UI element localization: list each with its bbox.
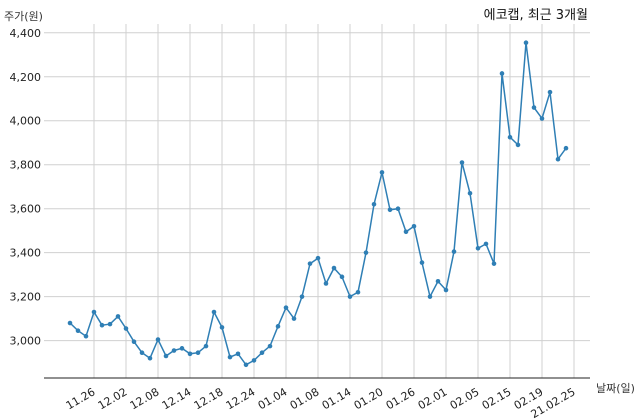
data-point	[203, 343, 209, 349]
data-point	[555, 156, 561, 162]
data-point	[83, 333, 89, 339]
data-point	[75, 328, 81, 334]
x-tick-label: 01.04	[256, 385, 290, 412]
data-point	[131, 339, 137, 345]
data-point	[459, 160, 465, 165]
data-point	[531, 105, 537, 110]
y-tick-label: 3,400	[10, 247, 42, 260]
chart-title: 에코캡, 최근 3개월	[484, 8, 588, 23]
x-axis-title: 날짜(일)	[596, 381, 635, 395]
data-point	[259, 350, 265, 356]
data-point	[499, 71, 505, 76]
data-point	[403, 229, 409, 235]
data-point	[339, 274, 345, 280]
data-point	[371, 201, 377, 207]
data-point	[475, 245, 481, 251]
data-point	[307, 261, 313, 266]
data-point	[275, 324, 281, 329]
y-tick-label: 3,000	[10, 335, 42, 348]
data-point	[179, 346, 185, 351]
data-point	[347, 294, 353, 299]
data-point	[387, 207, 393, 213]
x-tick-label: 02.15	[480, 385, 514, 412]
data-point	[379, 170, 385, 175]
data-point	[363, 250, 369, 255]
y-tick-label: 3,800	[10, 159, 42, 172]
data-point	[467, 191, 473, 196]
data-point	[331, 265, 337, 271]
data-point	[427, 294, 433, 299]
data-point	[419, 260, 425, 265]
data-point	[219, 325, 225, 330]
x-tick-label: 12.02	[96, 385, 130, 412]
y-tick-label: 4,400	[10, 27, 42, 40]
data-point	[227, 354, 233, 360]
data-point	[123, 326, 129, 331]
data-point	[187, 351, 193, 357]
data-points	[67, 40, 569, 368]
y-tick-label: 4,200	[10, 71, 42, 84]
data-point	[267, 343, 273, 349]
data-point	[243, 362, 249, 368]
y-axis-title: 주가(원)	[4, 10, 43, 23]
data-point	[299, 294, 305, 299]
data-point	[99, 322, 105, 328]
data-point	[451, 249, 457, 254]
data-point	[163, 353, 169, 359]
data-point	[211, 309, 217, 315]
data-point	[523, 40, 529, 45]
data-point	[435, 278, 441, 284]
data-point	[491, 261, 497, 266]
data-point	[67, 320, 73, 326]
data-point	[515, 142, 521, 148]
y-tick-label: 3,200	[10, 291, 42, 304]
data-point	[355, 289, 361, 295]
x-axis: 11.2612.0212.0812.1412.1812.2401.0401.08…	[44, 377, 590, 419]
data-point	[315, 255, 321, 261]
data-point	[539, 116, 545, 121]
data-point	[195, 350, 201, 356]
data-point	[323, 281, 329, 286]
data-point	[251, 358, 257, 363]
grid	[44, 24, 590, 378]
data-point	[139, 350, 145, 356]
y-tick-label: 3,600	[10, 203, 42, 216]
data-point	[283, 305, 289, 310]
x-tick-label: 12.08	[128, 385, 162, 412]
data-point	[291, 316, 297, 321]
data-point	[563, 145, 569, 151]
data-point	[91, 309, 97, 315]
data-point	[235, 351, 241, 357]
data-point	[547, 89, 553, 95]
x-tick-label: 11.26	[64, 385, 98, 412]
x-tick-label: 02.05	[448, 385, 482, 412]
x-tick-label: 01.20	[352, 385, 386, 412]
data-point	[107, 321, 113, 327]
data-point	[443, 287, 449, 293]
x-tick-label: 01.08	[288, 385, 322, 412]
data-point	[411, 223, 417, 229]
data-point	[115, 314, 121, 319]
x-tick-label: 12.14	[160, 385, 194, 412]
x-tick-label: 12.24	[224, 385, 258, 412]
data-point	[483, 241, 489, 247]
data-point	[155, 337, 161, 342]
data-point	[395, 206, 401, 211]
y-axis: 3,000 3,200 3,400 3,600 3,800 4,000 4,200 4,400	[10, 27, 42, 348]
data-point	[507, 134, 513, 140]
x-tick-label: 02.01	[416, 385, 450, 412]
x-tick-label: 12.18	[192, 385, 226, 412]
x-tick-label: 01.14	[320, 385, 354, 412]
data-point	[147, 355, 153, 361]
y-tick-label: 4,000	[10, 115, 42, 128]
data-point	[171, 348, 177, 353]
x-tick-label: 01.26	[384, 385, 418, 412]
